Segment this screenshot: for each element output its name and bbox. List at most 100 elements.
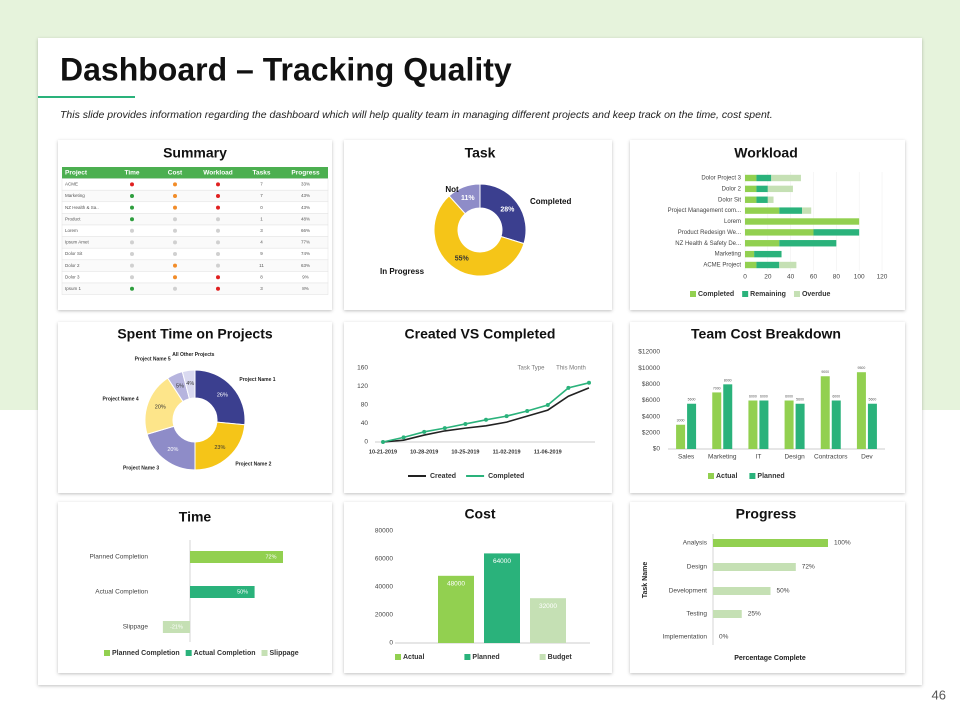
y-tick-label: Actual Completion — [95, 589, 148, 596]
bar — [438, 575, 474, 643]
status-dot — [130, 275, 134, 280]
legend-label: Completed — [698, 291, 734, 298]
x-tick-label: Marketing — [708, 454, 737, 461]
category-label: Completed — [530, 197, 571, 206]
panel-title: Created VS Completed — [405, 326, 556, 342]
bar — [756, 261, 780, 269]
legend-swatch — [261, 650, 268, 656]
y-tick-label: NZ Health & Safety De... — [675, 241, 741, 247]
legend-swatch — [690, 291, 696, 297]
table-cell: Dolor Sit — [65, 251, 83, 256]
status-dot — [130, 205, 134, 210]
value-label: 9000 — [821, 370, 829, 374]
bar — [190, 551, 283, 563]
value-label: 100% — [834, 540, 851, 547]
value-label: 72% — [802, 564, 815, 571]
bar — [820, 376, 830, 449]
category-label: Project Name 2 — [235, 462, 271, 468]
legend-swatch — [395, 654, 401, 660]
legend-swatch — [464, 654, 471, 660]
status-dot — [216, 286, 220, 291]
y-tick-label: 0 — [364, 439, 368, 446]
table-cell: 63% — [301, 263, 310, 268]
annotation: Task Type — [518, 366, 546, 372]
bar — [754, 250, 782, 258]
bar — [687, 403, 697, 449]
y-tick-label: $8000 — [642, 381, 660, 388]
donut-slice — [433, 195, 525, 277]
value-label: 64000 — [493, 558, 511, 565]
table-header: Tasks — [253, 170, 271, 177]
y-tick-label: 0 — [389, 640, 393, 647]
status-dot — [216, 240, 220, 245]
bar — [759, 400, 769, 449]
annotation: This Month — [556, 366, 586, 372]
x-tick-label: Sales — [678, 454, 695, 461]
table-header: Cost — [168, 170, 183, 177]
y-tick-label: 160 — [357, 365, 368, 372]
bar — [779, 261, 797, 269]
status-dot — [173, 286, 177, 291]
table-cell: 3 — [260, 286, 263, 291]
table-cell: Lorem — [65, 228, 78, 233]
bar — [831, 400, 841, 449]
table-cell: 9 — [260, 251, 263, 256]
x-tick-label: 60 — [810, 274, 818, 281]
bar — [756, 174, 772, 182]
status-dot — [216, 228, 220, 233]
x-tick-label: 120 — [877, 274, 888, 281]
value-label: 72% — [265, 554, 276, 560]
y-tick-label: ACME Project — [703, 263, 741, 269]
status-dot — [130, 240, 134, 245]
y-tick-label: 120 — [357, 383, 368, 390]
legend-swatch — [185, 650, 192, 656]
table-row — [61, 201, 329, 214]
y-tick-label: $2000 — [642, 430, 660, 437]
bar — [190, 586, 255, 598]
table-cell: 11 — [259, 263, 264, 268]
x-tick-label: Dev — [861, 454, 873, 461]
status-dot — [173, 228, 177, 233]
value-label: 6000 — [749, 394, 757, 398]
legend-swatch — [708, 473, 714, 479]
bar — [484, 553, 520, 643]
category-label: Not — [445, 185, 459, 194]
y-tick-label: $6000 — [642, 397, 660, 404]
table-row — [61, 247, 329, 261]
panel — [344, 140, 612, 310]
y-tick-label: Planned Completion — [89, 554, 148, 561]
panel-title: Team Cost Breakdown — [691, 326, 841, 342]
status-dot — [216, 217, 220, 222]
legend-label: Actual — [403, 654, 424, 661]
status-dot — [216, 275, 220, 280]
value-label: 50% — [237, 589, 248, 595]
status-dot — [173, 275, 177, 280]
bar — [856, 372, 866, 449]
value-label: 5600 — [869, 398, 877, 402]
x-tick-label: 11-02-2019 — [493, 449, 521, 455]
table-cell: 3 — [260, 228, 263, 233]
y-tick-label: 40 — [361, 420, 369, 427]
legend-label: Remaining — [750, 291, 786, 298]
table-cell: 74% — [301, 251, 310, 256]
bar — [779, 240, 837, 247]
table-cell: 1 — [260, 216, 263, 221]
marker — [401, 435, 406, 440]
bar — [802, 207, 812, 214]
legend-label: Slippage — [270, 650, 299, 657]
marker — [504, 414, 509, 419]
value-label: 32000 — [539, 603, 557, 610]
value-label: 8000 — [724, 378, 732, 382]
legend-swatch — [104, 650, 110, 656]
bar — [867, 403, 877, 449]
y-tick-label: Project Management com... — [668, 208, 742, 214]
table-cell: 33% — [301, 182, 310, 187]
y-tick-label: Dolor Project 3 — [701, 176, 741, 182]
table-row — [61, 282, 329, 295]
y-tick-label: 80000 — [375, 528, 393, 535]
table-cell: Ipsum Amet — [65, 240, 90, 245]
panel — [344, 502, 612, 673]
x-axis-label: Percentage Complete — [734, 655, 806, 662]
value-label: 48000 — [447, 581, 465, 588]
table-cell: NZ Health & Sa.. — [65, 205, 99, 210]
